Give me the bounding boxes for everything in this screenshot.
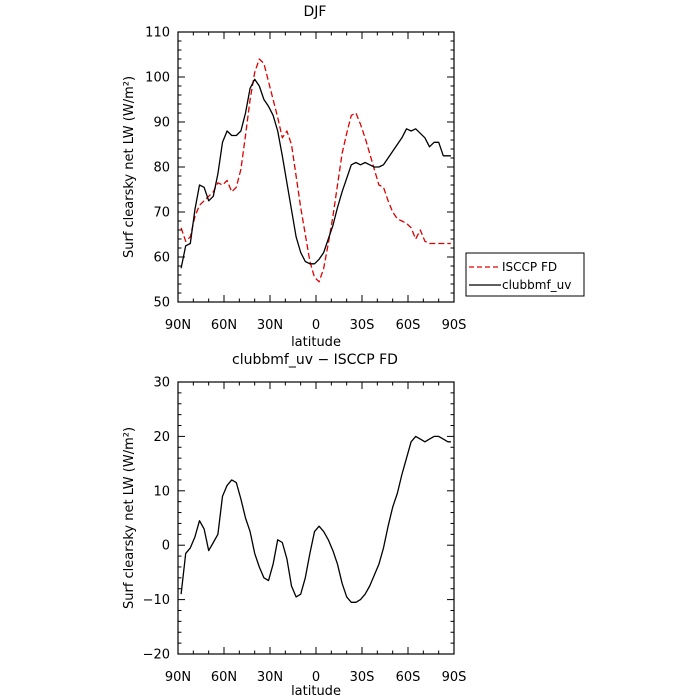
- panel-bottom: clubbmf_uv − ISCCP FD −20 −10 0 10 20 30 90N 60…: [122, 352, 466, 699]
- panel-top-xlabel: latitude: [291, 335, 341, 350]
- legend-box: [465, 252, 585, 297]
- xtick-label: 90N: [165, 670, 191, 685]
- panel-top-series-layer: [180, 58, 451, 283]
- ytick-label: 20: [153, 430, 170, 445]
- panel-bottom-title: clubbmf_uv − ISCCP FD: [232, 352, 398, 368]
- ytick-label: 60: [153, 251, 170, 266]
- xtick-label: 90S: [442, 670, 467, 685]
- xtick-label: 0: [312, 318, 320, 333]
- xtick-label: 60N: [211, 670, 237, 685]
- xtick-label: 60N: [211, 318, 237, 333]
- ytick-label: 10: [153, 484, 170, 499]
- series-line-isccp-fd: [180, 58, 451, 283]
- xtick-label: 60S: [396, 670, 421, 685]
- xtick-label: 30S: [350, 318, 375, 333]
- ytick-label: 70: [153, 206, 170, 221]
- xtick-label: 30N: [257, 318, 283, 333]
- xtick-label: 90N: [165, 318, 191, 333]
- panel-bottom-series-layer: [180, 435, 451, 603]
- ytick-label: 110: [145, 26, 170, 41]
- ytick-label: 30: [153, 376, 170, 391]
- xtick-label: 30S: [350, 670, 375, 685]
- ytick-label: 80: [153, 161, 170, 176]
- ytick-label: 90: [153, 116, 170, 131]
- ytick-label: 0: [162, 539, 170, 554]
- ytick-label: 100: [145, 71, 170, 86]
- legend-label-isccp: ISCCP FD: [502, 260, 557, 274]
- series-line-clubbmf-uv: [180, 78, 451, 269]
- panel-top-title: DJF: [304, 4, 327, 20]
- xtick-label: 90S: [442, 318, 467, 333]
- ytick-label: −10: [143, 593, 170, 608]
- series-line-difference-0: [180, 435, 451, 603]
- legend-label-clubbmf: clubbmf_uv: [502, 278, 571, 292]
- xtick-label: 30N: [257, 670, 283, 685]
- xtick-label: 0: [312, 670, 320, 685]
- xtick-label: 60S: [396, 318, 421, 333]
- panel-bottom-xlabel: latitude: [291, 684, 341, 699]
- ytick-label: −20: [143, 648, 170, 663]
- panel-top-ylabel: Surf clearsky net LW (W/m²): [122, 76, 137, 258]
- legend: ISCCP FD clubbmf_uv: [465, 252, 585, 297]
- panel-bottom-ylabel: Surf clearsky net LW (W/m²): [122, 427, 137, 609]
- ytick-label: 50: [153, 296, 170, 311]
